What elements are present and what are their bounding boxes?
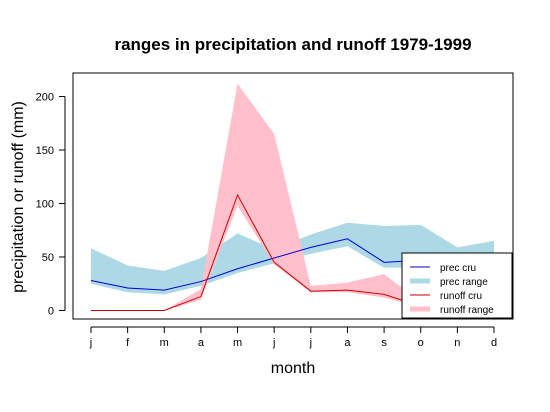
y-axis: 0 50 100 150 200 — [36, 92, 66, 317]
x-tick-label: j — [272, 337, 275, 349]
series-runoff-range-band — [91, 83, 494, 311]
y-tick-label: 0 — [48, 305, 54, 317]
y-tick-label: 200 — [36, 92, 54, 104]
y-axis-label: precipitation or runoff (mm) — [10, 101, 27, 293]
chart-title: ranges in precipitation and runoff 1979-… — [114, 35, 471, 54]
series-prec-range-band — [91, 222, 494, 295]
y-tick-label: 100 — [36, 198, 54, 210]
x-tick-label: n — [454, 337, 460, 349]
x-tick-label: j — [309, 337, 312, 349]
legend-label-runoff-cru: runoff cru — [440, 291, 482, 302]
x-tick-label: f — [126, 337, 130, 349]
x-tick-label: j — [89, 337, 92, 349]
x-tick-label: m — [233, 337, 242, 349]
x-tick-label: m — [160, 337, 169, 349]
legend: prec cru prec range runoff cru runoff ra… — [401, 252, 513, 319]
x-tick-label: a — [344, 337, 351, 349]
x-tick-label: o — [418, 337, 424, 349]
y-tick-label: 150 — [36, 145, 54, 157]
y-tick-label: 50 — [42, 252, 54, 264]
legend-label-runoff-range: runoff range — [440, 305, 494, 316]
x-axis-label: month — [271, 360, 315, 377]
x-tick-label: d — [491, 337, 497, 349]
legend-label-prec-range: prec range — [440, 277, 488, 288]
legend-label-prec-cru: prec cru — [440, 263, 476, 274]
plot-frame — [72, 72, 514, 320]
x-tick-label: a — [198, 337, 205, 349]
x-tick-label: s — [381, 337, 387, 349]
